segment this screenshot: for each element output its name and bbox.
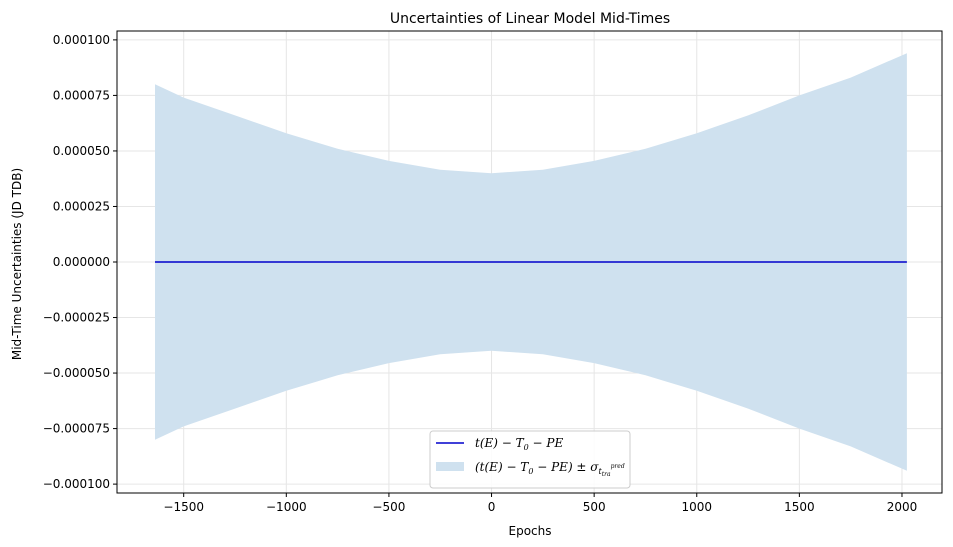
x-tick-label: 0	[488, 500, 496, 514]
x-tick-label: 1000	[681, 500, 712, 514]
y-tick-label: 0.000050	[53, 144, 110, 158]
y-tick-label: 0.000025	[53, 199, 110, 213]
y-tick-label: 0.000000	[53, 255, 110, 269]
y-tick-label: 0.000100	[53, 33, 110, 47]
x-tick-label: −1000	[266, 500, 307, 514]
x-tick-label: 2000	[887, 500, 918, 514]
y-tick-label: 0.000075	[53, 88, 110, 102]
legend-band-swatch	[436, 462, 464, 471]
y-tick-label: −0.000075	[43, 422, 110, 436]
legend-band-label: (t(E) − T0 − PE) ± σttrapred	[475, 460, 625, 478]
y-axis-ticks: 0.000100 0.000075 0.000050 0.000025 0.000000…	[43, 33, 117, 491]
chart-title: Uncertainties of Linear Model Mid-Times	[390, 11, 670, 27]
x-tick-label: 1500	[784, 500, 815, 514]
x-tick-label: −500	[372, 500, 405, 514]
y-axis-title: Mid-Time Uncertainties (JD TDB)	[10, 168, 24, 360]
legend-line-label: t(E) − T0 − PE	[475, 436, 563, 452]
x-tick-label: −1500	[163, 500, 204, 514]
y-tick-label: −0.000050	[43, 366, 110, 380]
legend: t(E) − T0 − PE (t(E) − T0 − PE) ± σttrap…	[429, 430, 631, 489]
y-tick-label: −0.000100	[43, 477, 110, 491]
legend-frame	[429, 430, 631, 489]
x-axis-ticks: −1500 −1000 −500 0 500 1000 1500 2000	[163, 493, 917, 514]
x-axis-title: Epochs	[509, 524, 552, 538]
y-tick-label: −0.000025	[43, 311, 110, 325]
x-tick-label: 500	[583, 500, 606, 514]
